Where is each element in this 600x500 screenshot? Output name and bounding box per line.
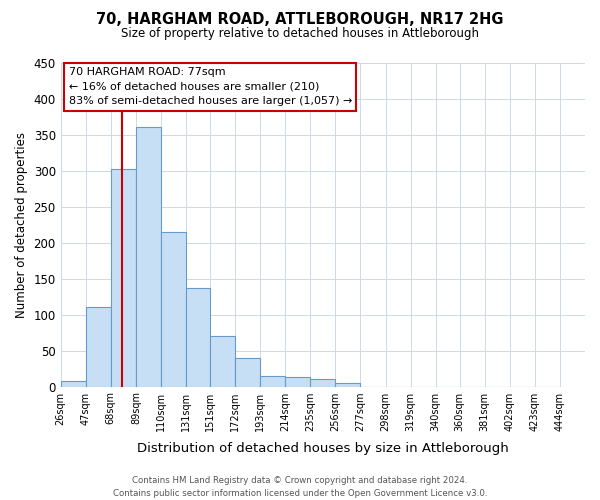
Bar (61, 381, 86, 386)
Bar (161, 232, 186, 386)
Bar (186, 288, 210, 386)
Bar (260, 376, 285, 386)
Bar (111, 169, 136, 386)
Y-axis label: Number of detached properties: Number of detached properties (15, 132, 28, 318)
Text: Contains HM Land Registry data © Crown copyright and database right 2024.
Contai: Contains HM Land Registry data © Crown c… (113, 476, 487, 498)
Bar (310, 380, 335, 386)
Bar (210, 336, 235, 386)
Bar (136, 128, 161, 386)
Text: 70 HARGHAM ROAD: 77sqm
← 16% of detached houses are smaller (210)
83% of semi-de: 70 HARGHAM ROAD: 77sqm ← 16% of detached… (68, 68, 352, 106)
Bar (335, 383, 361, 386)
Text: Size of property relative to detached houses in Attleborough: Size of property relative to detached ho… (121, 28, 479, 40)
Bar (285, 377, 310, 386)
Bar (235, 358, 260, 386)
X-axis label: Distribution of detached houses by size in Attleborough: Distribution of detached houses by size … (137, 442, 509, 455)
Text: 70, HARGHAM ROAD, ATTLEBOROUGH, NR17 2HG: 70, HARGHAM ROAD, ATTLEBOROUGH, NR17 2HG (96, 12, 504, 28)
Bar (86, 308, 111, 386)
